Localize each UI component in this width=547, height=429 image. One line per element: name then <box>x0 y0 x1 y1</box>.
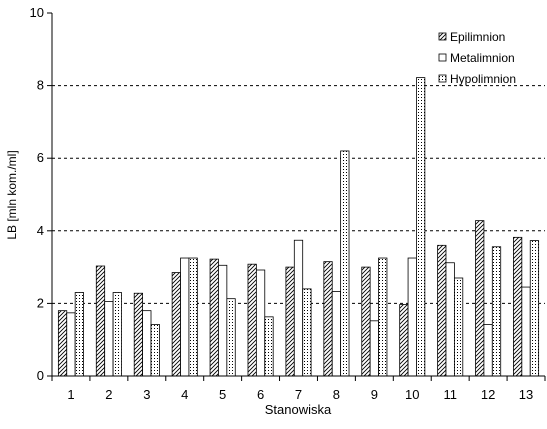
bar-metalimnion-9 <box>369 320 379 377</box>
bar-hypolimnion-4 <box>188 257 198 377</box>
bars <box>57 77 540 377</box>
x-tick-label: 1 <box>67 387 74 402</box>
axes <box>47 12 546 381</box>
y-axis-title: LB [mln kom./ml] <box>5 150 19 239</box>
x-axis-title: Stanowiska <box>265 402 332 417</box>
bar-epilimnion-2 <box>95 265 106 377</box>
legend-label: Metalimnion <box>450 51 515 65</box>
bar-epilimnion-10 <box>399 304 409 377</box>
legend-swatch-metalimnion <box>438 53 447 62</box>
bar-hypolimnion-12 <box>491 246 502 377</box>
bar-metalimnion-1 <box>66 312 76 377</box>
bar-metalimnion-11 <box>445 262 455 377</box>
y-tick-label: 2 <box>37 295 44 310</box>
bar-metalimnion-4 <box>180 257 190 377</box>
x-tick-label: 4 <box>181 387 188 402</box>
x-tick-label: 3 <box>143 387 150 402</box>
x-tick-label: 8 <box>333 387 340 402</box>
bar-epilimnion-3 <box>133 292 144 377</box>
x-tick-label: 5 <box>219 387 226 402</box>
legend-label: Hypolimnion <box>450 72 516 86</box>
bar-hypolimnion-1 <box>74 292 84 377</box>
bar-epilimnion-1 <box>57 310 68 377</box>
bar-epilimnion-12 <box>475 220 485 377</box>
legend: Epilimnion Metalimnion Hypolimnion <box>438 30 516 86</box>
x-tick-label: 9 <box>371 387 378 402</box>
bar-hypolimnion-6 <box>264 316 274 377</box>
y-tick-label: 8 <box>37 78 44 93</box>
bar-metalimnion-7 <box>293 239 304 377</box>
bar-metalimnion-3 <box>142 310 152 377</box>
x-tick-label: 6 <box>257 387 264 402</box>
bar-epilimnion-7 <box>285 266 295 377</box>
legend-swatch-hypolimnion <box>438 74 447 83</box>
y-tick-label: 0 <box>37 368 44 383</box>
legend-swatch-epilimnion <box>438 32 447 41</box>
bar-hypolimnion-8 <box>340 150 350 377</box>
bar-metalimnion-6 <box>255 269 266 377</box>
bar-hypolimnion-5 <box>226 298 236 377</box>
x-tick-label: 13 <box>519 387 533 402</box>
bar-metalimnion-13 <box>521 286 531 377</box>
legend-label: Epilimnion <box>450 30 505 44</box>
y-tick-label: 6 <box>37 150 44 165</box>
y-tick-label: 10 <box>30 5 44 20</box>
x-tick-label: 7 <box>295 387 302 402</box>
bar-epilimnion-9 <box>361 266 371 377</box>
bar-hypolimnion-2 <box>112 292 122 377</box>
bar-metalimnion-12 <box>483 324 493 377</box>
bar-epilimnion-11 <box>437 244 447 377</box>
bar-epilimnion-13 <box>513 236 523 377</box>
bar-hypolimnion-11 <box>453 277 464 377</box>
y-tick-label: 4 <box>37 223 44 238</box>
bar-epilimnion-4 <box>171 272 181 377</box>
bar-hypolimnion-7 <box>302 288 312 377</box>
bar-metalimnion-10 <box>407 257 417 377</box>
bar-epilimnion-5 <box>209 258 219 377</box>
bar-hypolimnion-13 <box>529 240 540 377</box>
bar-metalimnion-5 <box>218 264 228 377</box>
bar-hypolimnion-9 <box>378 257 388 377</box>
bar-hypolimnion-3 <box>150 324 160 377</box>
bar-hypolimnion-10 <box>416 77 426 377</box>
x-tick-label: 12 <box>481 387 495 402</box>
x-tick-label: 11 <box>443 387 457 402</box>
bar-epilimnion-6 <box>247 263 257 377</box>
bar-metalimnion-2 <box>104 301 114 377</box>
bar-epilimnion-8 <box>323 261 333 377</box>
x-tick-label: 2 <box>105 387 112 402</box>
x-tick-label: 10 <box>405 387 419 402</box>
bar-metalimnion-8 <box>331 291 342 377</box>
